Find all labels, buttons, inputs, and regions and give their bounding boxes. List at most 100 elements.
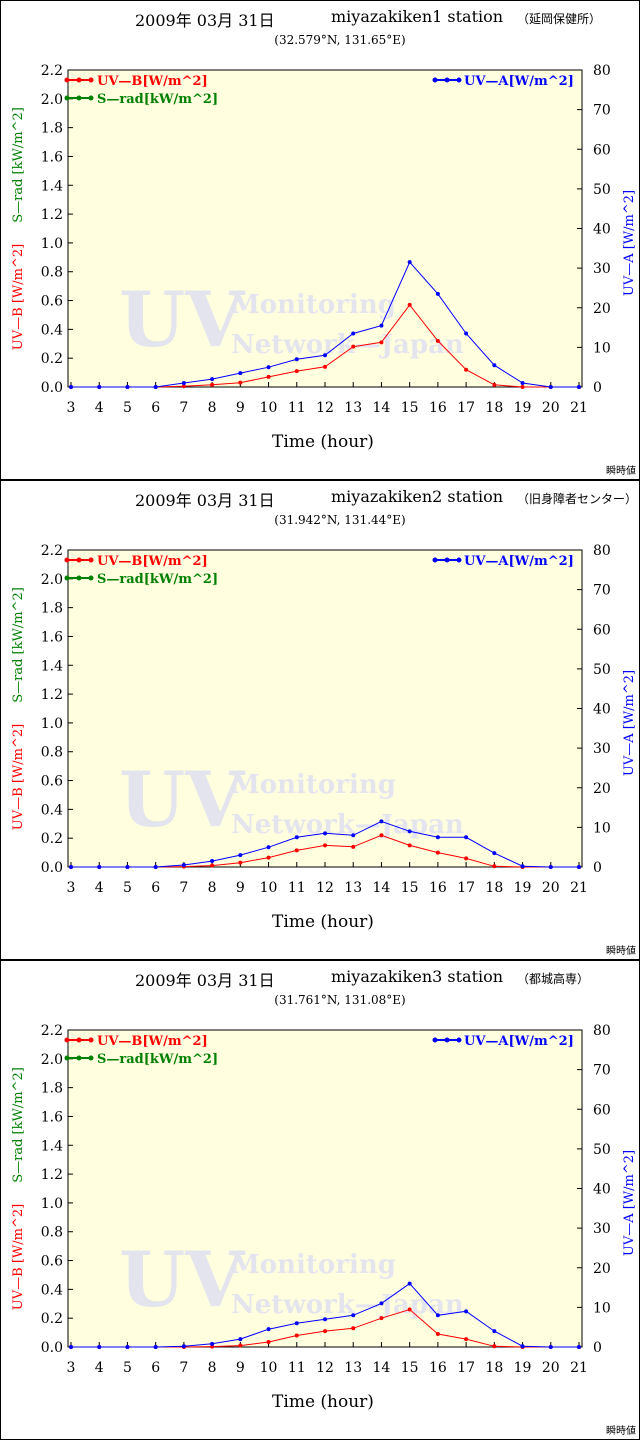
legend-label: UV—A[W/m^2] — [464, 1034, 574, 1049]
data-point — [379, 323, 384, 328]
legend-label: S—rad[kW/m^2] — [97, 92, 218, 107]
y-axis-title-uvb: UV—B [W/m^2] — [11, 1204, 26, 1310]
right-tick-label: 30 — [593, 1221, 611, 1237]
legend-label: S—rad[kW/m^2] — [97, 1052, 218, 1067]
right-tick-label: 0 — [593, 860, 602, 876]
legend-swatch-dot — [76, 557, 82, 563]
data-point — [69, 865, 73, 869]
left-tick-label: 1.8 — [41, 121, 63, 137]
right-tick-label: 20 — [593, 301, 611, 317]
left-tick-label: 1.2 — [41, 207, 63, 223]
legend-swatch-dot — [456, 557, 462, 563]
right-tick-label: 80 — [593, 63, 611, 79]
right-tick-label: 40 — [593, 702, 611, 718]
x-axis-title: Time (hour) — [272, 432, 374, 452]
data-point — [294, 848, 299, 853]
data-point — [266, 855, 271, 860]
x-tick-label: 14 — [373, 1360, 391, 1376]
data-point — [407, 1281, 412, 1286]
right-tick-label: 0 — [593, 1340, 602, 1356]
watermark-uv: UV — [119, 755, 246, 844]
right-tick-label: 0 — [593, 380, 602, 396]
chart-panel-3: 2009年 03月 31日 miyazakiken3 station （都城高専… — [0, 960, 640, 1440]
date-label: 2009年 03月 31日 — [135, 11, 275, 30]
data-point — [294, 835, 299, 840]
x-tick-label: 10 — [260, 880, 278, 896]
station-coords: (31.942°N, 131.44°E) — [1, 513, 639, 527]
data-point — [435, 1313, 440, 1318]
legend-swatch-dot — [64, 1037, 70, 1043]
left-tick-label: 1.6 — [41, 629, 63, 645]
x-tick-label: 10 — [260, 400, 278, 416]
legend-label: S—rad[kW/m^2] — [97, 572, 218, 587]
x-tick-label: 15 — [401, 880, 419, 896]
data-point — [379, 1316, 384, 1321]
right-tick-label: 30 — [593, 261, 611, 277]
data-point — [464, 367, 469, 372]
plot-area — [67, 549, 583, 868]
data-point — [153, 385, 158, 389]
left-tick-label: 2.2 — [41, 63, 63, 79]
x-tick-label: 9 — [236, 880, 245, 896]
station-name: miyazakiken1 station — [331, 7, 504, 26]
left-tick-label: 1.0 — [41, 236, 63, 252]
x-tick-label: 4 — [95, 880, 104, 896]
data-point — [407, 843, 412, 848]
data-point — [294, 369, 299, 374]
data-point — [266, 845, 271, 850]
right-tick-label: 50 — [593, 182, 611, 198]
watermark-line2: Network—Japan — [231, 330, 464, 360]
legend-swatch-dot — [76, 95, 82, 101]
data-point — [181, 384, 186, 389]
legend-swatch-dot — [88, 575, 94, 581]
left-tick-label: 0.4 — [41, 802, 63, 818]
data-point — [435, 291, 440, 296]
data-point — [492, 363, 497, 368]
y-axis-title-srad: S—rad [kW/m^2] — [11, 107, 26, 223]
watermark-line2: Network—Japan — [231, 1290, 464, 1320]
legend-swatch-dot — [432, 557, 438, 563]
data-point — [125, 865, 130, 869]
x-tick-label: 11 — [288, 400, 306, 416]
data-point — [464, 856, 469, 861]
data-point — [435, 835, 440, 840]
x-tick-label: 15 — [401, 1360, 419, 1376]
right-tick-label: 20 — [593, 1261, 611, 1277]
data-point — [238, 371, 243, 376]
data-point — [238, 853, 243, 858]
right-tick-label: 70 — [593, 583, 611, 599]
legend-swatch-dot — [64, 557, 70, 563]
data-point — [435, 850, 440, 855]
coords-text: (31.942°N, 131.44°E) — [274, 513, 406, 527]
x-tick-label: 15 — [401, 400, 419, 416]
left-tick-label: 0.2 — [41, 1311, 63, 1327]
data-point — [520, 385, 525, 389]
data-point — [323, 831, 327, 836]
data-point — [492, 1329, 497, 1334]
station-name: miyazakiken3 station — [331, 967, 504, 986]
data-point — [238, 380, 243, 385]
data-point — [153, 865, 158, 869]
plot-area — [67, 69, 583, 388]
data-point — [379, 833, 384, 838]
x-tick-label: 4 — [95, 400, 104, 416]
left-tick-label: 1.0 — [41, 716, 63, 732]
data-point — [210, 377, 215, 382]
watermark-line1: Monitoring — [231, 1250, 396, 1280]
y-axis-title-srad: S—rad [kW/m^2] — [11, 1067, 26, 1183]
x-tick-label: 8 — [208, 880, 217, 896]
chart-panel-2: 2009年 03月 31日 miyazakiken2 station （旧身障者… — [0, 480, 640, 960]
x-tick-label: 21 — [570, 880, 588, 896]
x-tick-label: 20 — [542, 880, 560, 896]
date-label: 2009年 03月 31日 — [135, 491, 275, 510]
right-tick-label: 50 — [593, 662, 611, 678]
left-tick-label: 1.6 — [41, 1109, 63, 1125]
station-place: （都城高専） — [517, 972, 590, 986]
data-point — [379, 819, 384, 824]
x-tick-label: 14 — [373, 880, 391, 896]
data-point — [435, 338, 440, 343]
y-axis-title-uva: UV—A [W/m^2] — [622, 1150, 637, 1256]
y-axis-title-uvb: UV—B [W/m^2] — [11, 724, 26, 830]
